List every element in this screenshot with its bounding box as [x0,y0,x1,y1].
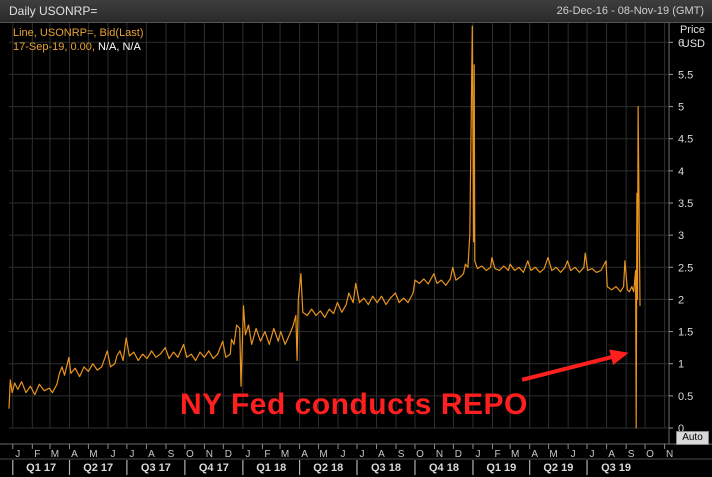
y-tick-label: 3.5 [678,198,693,210]
month-tick-label: D [455,449,462,460]
month-tick-label: J [590,449,595,460]
month-tick-label: J [110,449,115,460]
month-tick-label: O [646,449,654,460]
month-tick-label: M [319,449,327,460]
month-tick-label: A [301,449,308,460]
y-tick-label: 4 [678,166,684,178]
annotation-arrow-layer [521,349,629,382]
month-tick-label: J [359,449,364,460]
month-tick-label: M [549,449,557,460]
month-tick-label: M [281,449,289,460]
y-tick-label: 2.5 [678,262,693,274]
month-tick-label: N [206,449,213,460]
tooltip-value: 17-Sep-19, 0.00, [13,41,95,53]
y-tick-label: 1 [678,359,684,371]
month-tick-label: M [89,449,97,460]
x-axis: J F M A M J J A S O N D J F M A M J J A S O N D J F M A M J J A S O NQ1 17… [12,444,673,475]
month-tick-label: F [34,449,40,460]
quarter-label: Q3 18 [371,462,401,474]
quarter-label: Q4 17 [199,462,229,474]
y-axis: 0 0.5 1 1.5 2 2.5 3 3.5 4 4.5 5 5.5 6 [669,37,693,435]
y-tick-label: 0 [678,423,684,435]
chart-title: Daily USONRP= [9,4,98,18]
plot-frame [0,23,712,460]
y-axis-unit-currency: USD [681,38,705,50]
y-tick-label: 2 [678,294,684,306]
quarter-label: Q3 17 [141,462,171,474]
month-tick-label: J [341,449,346,460]
month-tick-label: J [129,449,134,460]
y-tick-label: 1.5 [678,327,693,339]
month-tick-label: J [245,449,250,460]
tooltip-na-values: N/A, N/A [98,41,141,53]
tooltip-series-line: Line, USONRP=, Bid(Last) [13,27,144,39]
auto-scale-button[interactable]: Auto [676,431,709,445]
annotation-label: NY Fed conducts REPO [180,388,528,421]
month-tick-label: A [378,449,385,460]
month-tick-label: A [71,449,78,460]
month-tick-label: S [398,449,405,460]
month-tick-label: N [436,449,443,460]
month-tick-label: F [494,449,500,460]
gridlines [9,23,669,429]
month-tick-label: O [186,449,194,460]
month-tick-label: N [666,449,673,460]
annotation-arrow-shaft [521,355,612,382]
month-tick-label: F [264,449,270,460]
month-tick-label: A [148,449,155,460]
month-tick-label: S [168,449,175,460]
y-axis-unit: Price USD [680,23,705,51]
quarter-label: Q1 18 [256,462,286,474]
date-range-label: 26-Dec-16 - 08-Nov-19 (GMT) [556,5,704,17]
month-tick-label: J [571,449,576,460]
annotation-arrow-head [609,349,629,365]
y-tick-label: 4.5 [678,134,693,146]
quarter-label: Q1 17 [26,462,56,474]
quarter-label: Q2 19 [543,462,573,474]
y-tick-label: 5 [678,102,684,114]
month-tick-label: D [225,449,232,460]
y-axis-unit-price: Price [679,24,705,36]
price-series-line [8,25,641,429]
quarter-label: Q3 19 [601,462,631,474]
month-tick-label: A [608,449,615,460]
y-tick-label: 6 [678,37,684,49]
quarter-label: Q4 18 [429,462,459,474]
month-tick-label: O [416,449,424,460]
title-bar[interactable]: Daily USONRP= 26-Dec-16 - 08-Nov-19 (GMT… [0,0,712,23]
tooltip-value-line: 17-Sep-19, 0.00, N/A, N/A [13,40,144,54]
series-tooltip: Line, USONRP=, Bid(Last) 17-Sep-19, 0.00… [13,26,144,54]
month-tick-label: J [15,449,20,460]
month-tick-label: S [628,449,635,460]
month-tick-label: J [475,449,480,460]
month-tick-label: A [531,449,538,460]
y-tick-label: 3 [678,230,684,242]
month-tick-label: M [511,449,519,460]
quarter-label: Q1 19 [486,462,516,474]
quarter-label: Q2 18 [313,462,343,474]
quarter-label: Q2 17 [83,462,113,474]
series-layer [8,25,641,429]
y-tick-label: 5.5 [678,69,693,81]
y-tick-label: 0.5 [678,391,693,403]
month-tick-label: M [51,449,59,460]
